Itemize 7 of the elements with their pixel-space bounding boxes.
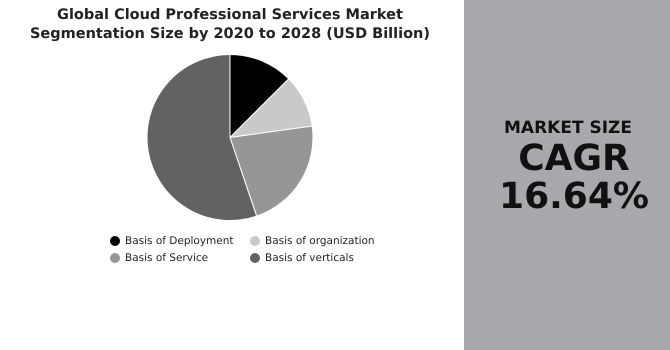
legend-label: Basis of Deployment bbox=[125, 235, 234, 247]
text: CAGR 16.64% bbox=[498, 138, 650, 217]
legend-label: Basis of organization bbox=[265, 235, 375, 247]
text: MARKET SIZE bbox=[503, 118, 633, 138]
legend-label: Basis of verticals bbox=[265, 252, 354, 264]
chart-title: Global Cloud Professional Services Market Segmentation Size by 2020 to 2028 (USD Billion) bbox=[28, 6, 431, 44]
legend-label: Basis of Service bbox=[125, 252, 208, 264]
